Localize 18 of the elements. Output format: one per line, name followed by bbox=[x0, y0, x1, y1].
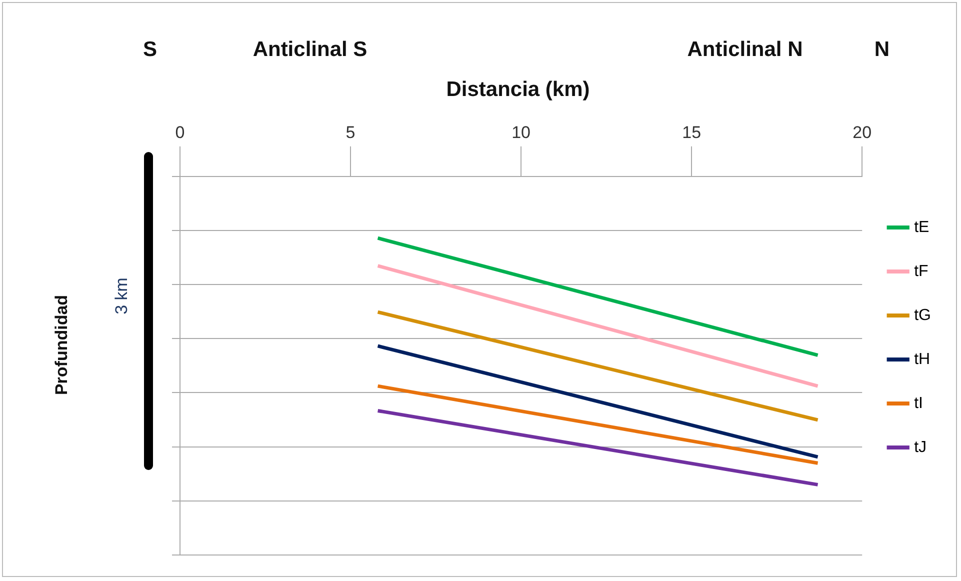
x-tick-label: 10 bbox=[512, 122, 531, 142]
text: Anticlinal S bbox=[252, 38, 368, 62]
legend-label: tI bbox=[914, 394, 923, 412]
text: 3 km bbox=[112, 278, 132, 314]
x-tick-label: 20 bbox=[852, 122, 872, 142]
x-tick-label: 0 bbox=[175, 122, 185, 142]
text: Profundidad bbox=[52, 294, 72, 396]
legend-label: tJ bbox=[914, 438, 927, 456]
legend-label: tF bbox=[914, 262, 929, 280]
x-axis-title: Distancia (km) bbox=[446, 78, 590, 102]
text: N bbox=[874, 38, 890, 62]
legend-label: tE bbox=[914, 218, 930, 236]
text: S bbox=[142, 38, 158, 62]
x-tick-label: 15 bbox=[682, 122, 702, 142]
legend-label: tH bbox=[914, 350, 930, 368]
text: Anticlinal N bbox=[687, 38, 803, 62]
legend-label: tG bbox=[914, 306, 931, 324]
x-tick-label: 5 bbox=[346, 122, 356, 142]
